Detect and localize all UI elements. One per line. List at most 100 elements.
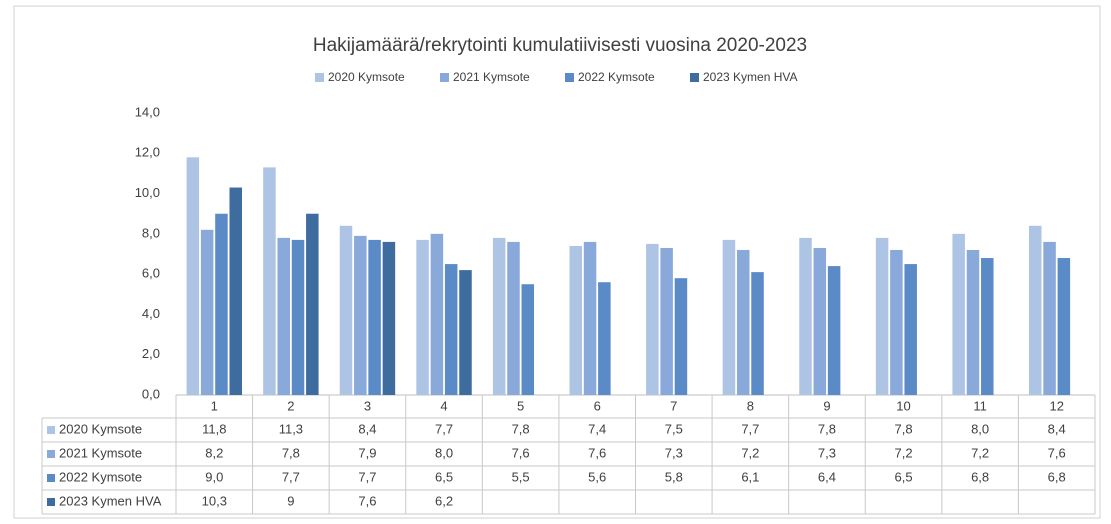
x-tick-label: 11 xyxy=(973,398,987,413)
x-tick-label: 8 xyxy=(747,398,754,413)
bar xyxy=(1029,225,1042,395)
table-cell: 11,8 xyxy=(202,421,226,436)
bar xyxy=(339,225,353,395)
y-tick-label: 6,0 xyxy=(142,266,160,281)
table-row-label: 2022 Kymsote xyxy=(59,469,142,484)
table-cell: 8,2 xyxy=(205,445,223,460)
table-cell: 6,2 xyxy=(435,493,453,508)
table-cell: 7,6 xyxy=(588,445,606,460)
bar xyxy=(646,243,659,395)
table-cell: 7,8 xyxy=(282,445,300,460)
bar xyxy=(722,239,736,395)
bar xyxy=(875,237,889,395)
table-cell: 5,5 xyxy=(512,469,530,484)
bar xyxy=(263,167,276,395)
legend-label: 2022 Kymsote xyxy=(578,70,655,84)
table-cell: 7,3 xyxy=(818,445,836,460)
table-cell: 6,1 xyxy=(741,469,759,484)
bar xyxy=(459,270,472,395)
legend-swatch xyxy=(690,73,699,82)
table-cell: 6,5 xyxy=(895,469,913,484)
bar xyxy=(306,213,319,395)
bar xyxy=(981,258,994,395)
table-cell: 10,3 xyxy=(202,493,227,508)
bar xyxy=(813,247,827,395)
bar xyxy=(751,272,764,395)
table-cell: 7,8 xyxy=(512,421,530,436)
table-cell: 7,7 xyxy=(358,469,376,484)
x-tick-label: 12 xyxy=(1049,398,1063,413)
y-tick-label: 8,0 xyxy=(142,225,160,240)
bar xyxy=(890,249,903,395)
bar xyxy=(444,264,458,395)
bar xyxy=(229,187,242,395)
bar xyxy=(583,241,597,395)
table-cell: 6,8 xyxy=(1048,469,1066,484)
bar xyxy=(277,237,290,395)
bar xyxy=(492,237,506,395)
legend-swatch xyxy=(315,73,324,82)
x-tick-label: 4 xyxy=(440,398,447,413)
x-tick-label: 3 xyxy=(364,398,371,413)
table-cell: 5,6 xyxy=(588,469,606,484)
bar xyxy=(430,233,444,395)
table-cell: 9 xyxy=(287,493,294,508)
table-row-label: 2020 Kymsote xyxy=(59,421,142,436)
x-tick-label: 1 xyxy=(211,398,218,413)
table-cell: 6,5 xyxy=(435,469,453,484)
table-cell: 7,8 xyxy=(895,421,913,436)
bar xyxy=(1043,241,1056,395)
table-cell: 8,0 xyxy=(435,445,453,460)
table-legend-swatch xyxy=(47,498,55,506)
bar xyxy=(215,213,228,395)
x-tick-label: 10 xyxy=(896,398,910,413)
table-row-label: 2023 Kymen HVA xyxy=(59,493,162,508)
bar xyxy=(291,239,305,395)
bar xyxy=(200,229,214,395)
bar xyxy=(660,247,673,395)
x-tick-label: 9 xyxy=(823,398,830,413)
table-cell: 7,6 xyxy=(1048,445,1066,460)
x-tick-label: 2 xyxy=(287,398,294,413)
legend-label: 2020 Kymsote xyxy=(328,70,405,84)
bar xyxy=(382,241,396,395)
y-tick-label: 0,0 xyxy=(142,386,160,401)
table-cell: 7,7 xyxy=(282,469,300,484)
table-legend-swatch xyxy=(47,426,55,434)
table-cell: 7,4 xyxy=(588,421,606,436)
bar xyxy=(674,278,688,395)
bar xyxy=(736,249,750,395)
table-row-label: 2021 Kymsote xyxy=(59,445,142,460)
table-cell: 7,9 xyxy=(358,445,376,460)
bar xyxy=(416,239,429,395)
table-legend-swatch xyxy=(47,450,55,458)
table-cell: 7,5 xyxy=(665,421,683,436)
table-cell: 8,4 xyxy=(358,421,376,436)
table-cell: 7,2 xyxy=(895,445,913,460)
bar xyxy=(952,233,965,395)
chart-frame xyxy=(13,5,1101,519)
table-cell: 6,4 xyxy=(818,469,836,484)
table-cell: 7,3 xyxy=(665,445,683,460)
bar xyxy=(186,157,200,395)
x-tick-label: 5 xyxy=(517,398,524,413)
table-cell: 8,4 xyxy=(1048,421,1066,436)
bar xyxy=(1057,258,1071,395)
table-cell: 6,8 xyxy=(971,469,989,484)
table-cell: 9,0 xyxy=(205,469,223,484)
table-cell: 8,0 xyxy=(971,421,989,436)
table-cell: 7,2 xyxy=(741,445,759,460)
table-cell: 7,2 xyxy=(971,445,989,460)
bar xyxy=(966,249,980,395)
y-tick-label: 2,0 xyxy=(142,346,160,361)
x-tick-label: 6 xyxy=(594,398,601,413)
table-cell: 5,8 xyxy=(665,469,683,484)
table-cell: 7,8 xyxy=(818,421,836,436)
table-legend-swatch xyxy=(47,474,55,482)
y-tick-label: 4,0 xyxy=(142,306,160,321)
legend-swatch xyxy=(565,73,574,82)
bar xyxy=(827,266,841,395)
legend-swatch xyxy=(440,73,449,82)
y-tick-label: 10,0 xyxy=(135,185,160,200)
